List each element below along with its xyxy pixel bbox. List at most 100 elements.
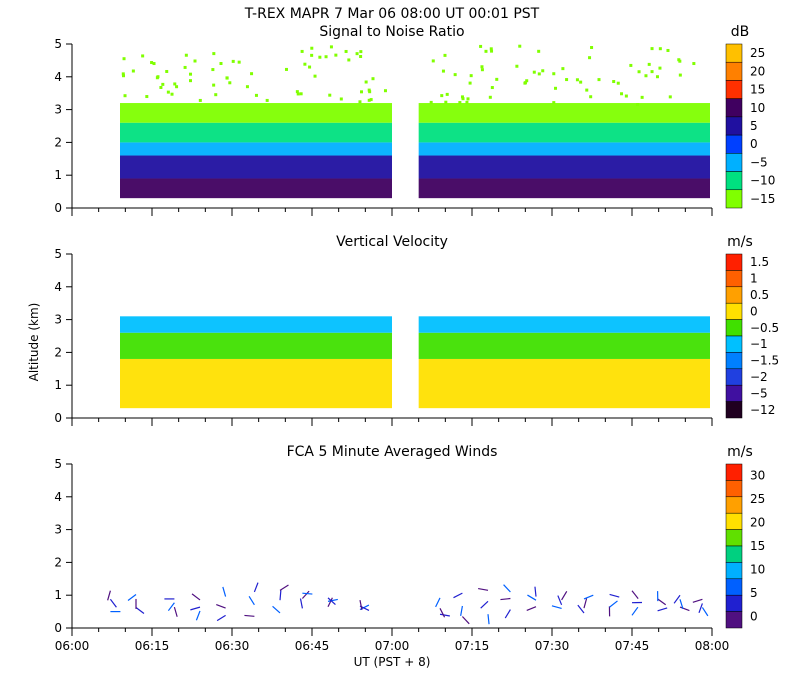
snr-speckle	[656, 75, 659, 78]
colorbar-label: 10	[750, 562, 765, 576]
x-tick-label: 07:15	[455, 639, 490, 653]
wind-barb	[223, 587, 226, 597]
colorbar-swatch	[726, 352, 742, 368]
snr-speckle	[185, 54, 188, 57]
snr-speckle	[189, 73, 192, 76]
y-tick-label: 3	[54, 523, 62, 537]
wind-barb	[610, 601, 618, 607]
wind-barb	[693, 599, 703, 602]
colorbar-swatch	[726, 497, 742, 513]
snr-speckle	[340, 97, 343, 100]
snr-speckle	[301, 50, 304, 53]
snr-speckle	[554, 87, 557, 90]
snr-speckle	[679, 74, 682, 77]
wind-barb	[500, 599, 510, 600]
colorbar-swatch	[726, 254, 742, 270]
y-tick-label: 4	[54, 490, 62, 504]
wind-barb	[168, 603, 174, 611]
colorbar-label: −12	[750, 403, 775, 417]
wind-barb	[273, 606, 280, 613]
wind-barb	[658, 608, 668, 611]
heatmap-cell	[419, 123, 710, 143]
colorbar-swatch	[726, 80, 742, 98]
heatmap-cell	[419, 103, 710, 123]
colorbar-swatch	[726, 530, 742, 546]
snr-speckle	[518, 45, 521, 48]
wind-barb	[302, 593, 312, 594]
snr-speckle	[588, 56, 591, 59]
snr-speckle	[585, 89, 588, 92]
snr-title: Signal to Noise Ratio	[319, 24, 464, 40]
y-tick-label: 0	[54, 411, 62, 425]
colorbar-label: 30	[750, 469, 765, 483]
colorbar-swatch	[726, 135, 742, 153]
velocity-panel: Vertical Velocity m/s 0123451.510.50−0.5…	[54, 234, 779, 426]
y-tick-label: 5	[54, 247, 62, 261]
snr-speckle	[598, 78, 601, 81]
velocity-unit: m/s	[727, 234, 753, 250]
snr-speckle	[490, 50, 493, 53]
heatmap-cell	[120, 316, 392, 332]
wind-barb	[280, 590, 281, 600]
wind-barb	[578, 605, 584, 613]
snr-speckle	[225, 76, 228, 79]
colorbar-label: 1	[750, 272, 758, 286]
snr-speckle	[359, 50, 362, 53]
snr-speckle	[465, 101, 468, 104]
colorbar-swatch	[726, 579, 742, 595]
heatmap-cell	[120, 359, 392, 408]
x-tick-label: 06:30	[215, 639, 250, 653]
snr-speckle	[479, 45, 482, 48]
snr-speckle	[175, 85, 178, 88]
snr-panel: Signal to Noise Ratio dB 0 1 2 3 4 5 25 20 15 10 5…	[54, 24, 775, 216]
wind-barb	[108, 591, 111, 601]
snr-speckle	[325, 55, 328, 58]
velocity-title: Vertical Velocity	[336, 234, 448, 250]
colorbar-label: −15	[750, 192, 775, 206]
snr-speckle	[454, 73, 457, 76]
y-tick-label: 5	[54, 457, 62, 471]
wind-barb	[535, 587, 536, 597]
snr-speckle	[648, 63, 651, 66]
winds-title: FCA 5 Minute Averaged Winds	[287, 444, 498, 460]
colorbar-swatch	[726, 369, 742, 385]
snr-speckle	[576, 78, 579, 81]
wind-barb	[488, 614, 489, 624]
snr-speckle	[538, 72, 541, 75]
snr-speckle	[541, 69, 544, 72]
snr-speckle	[219, 62, 222, 65]
snr-speckle	[165, 70, 168, 73]
wind-barb	[702, 607, 707, 615]
snr-speckle	[310, 54, 313, 57]
y-tick-label: 0	[54, 621, 62, 635]
snr-speckle	[308, 66, 311, 69]
snr-speckle	[523, 82, 526, 85]
snr-speckle	[212, 84, 215, 87]
colorbar-swatch	[726, 44, 742, 62]
snr-speckle	[159, 86, 162, 89]
winds-unit: m/s	[727, 444, 753, 460]
snr-speckle	[651, 70, 654, 73]
snr-speckle	[565, 78, 568, 81]
colorbar-label: −1	[750, 337, 768, 351]
y-tick-label: 1	[54, 588, 62, 602]
snr-speckle	[356, 52, 359, 55]
heatmap-cell	[120, 156, 392, 179]
snr-speckle	[481, 68, 484, 71]
wind-barb	[244, 615, 254, 616]
wind-barb	[300, 599, 302, 609]
snr-speckle	[561, 67, 564, 70]
snr-speckle	[589, 95, 592, 98]
snr-speckle	[330, 45, 333, 48]
wind-barb	[552, 606, 562, 609]
wind-barb	[527, 607, 536, 611]
colorbar-swatch	[726, 385, 742, 401]
snr-speckle	[145, 95, 148, 98]
snr-speckle	[150, 61, 153, 64]
snr-speckle	[443, 54, 446, 57]
colorbar-swatch	[726, 270, 742, 286]
colorbar-swatch	[726, 320, 742, 336]
wind-barb	[658, 599, 666, 605]
colorbar-label: 15	[750, 83, 765, 97]
snr-speckle	[669, 95, 672, 98]
